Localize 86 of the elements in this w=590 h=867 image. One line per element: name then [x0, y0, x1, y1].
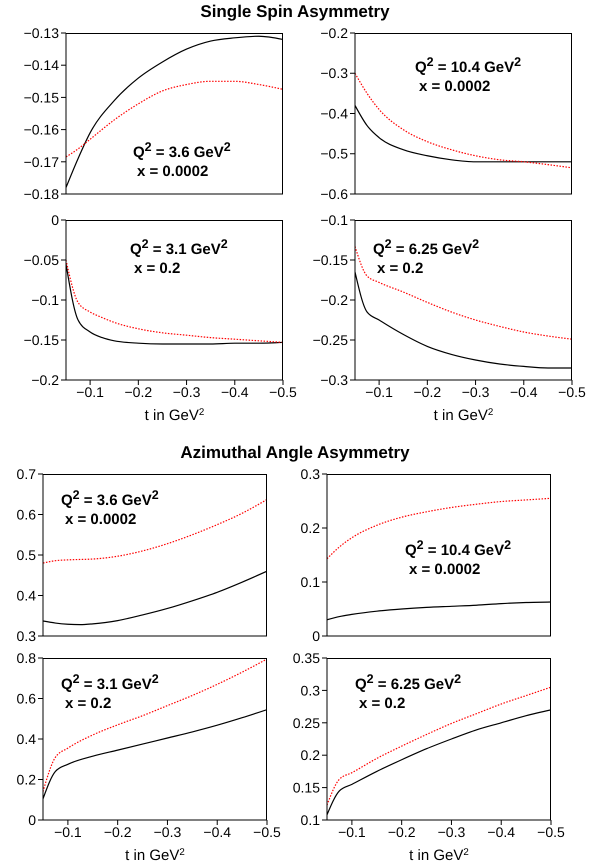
x-tick-label: −0.1	[338, 824, 366, 840]
x-tick-label: −0.4	[203, 824, 232, 840]
y-tick-label: 0.35	[292, 650, 320, 666]
y-tick-label: −0.5	[320, 146, 348, 162]
y-tick-label: 0.5	[16, 546, 36, 563]
x-tick-label: −0.2	[104, 824, 132, 840]
x-tick-label: −0.5	[253, 824, 282, 840]
y-tick-label: 0.3	[16, 628, 36, 644]
y-tick-label: −0.05	[24, 252, 60, 268]
y-tick-label: −0.15	[24, 332, 60, 348]
y-tick-label: 0	[28, 812, 36, 828]
y-tick-label: −0.14	[24, 57, 60, 74]
annotation: x = 0.0002	[64, 510, 138, 529]
annotation: x = 0.2	[376, 259, 424, 278]
y-tick-label: −0.3	[320, 372, 348, 388]
annotation: x = 0.0002	[418, 77, 492, 96]
y-tick-label: −0.25	[312, 332, 348, 348]
y-tick-label: −0.1	[31, 292, 60, 308]
annotation: Q$^{2}$ = 3.6 GeV$^{2}$	[133, 139, 231, 162]
y-tick-label: 0.2	[16, 771, 36, 788]
x-tick-label: −0.3	[462, 384, 490, 400]
x-tick-label: −0.2	[414, 384, 442, 400]
chart-title: Single Spin Asymmetry	[199, 2, 391, 22]
annotation: Q$^{2}$ = 3.1 GeV$^{2}$	[130, 236, 228, 259]
y-tick-label: −0.4	[320, 105, 348, 122]
y-tick-label: −0.18	[24, 186, 60, 202]
y-tick-label: 0.2	[300, 520, 320, 536]
annotation: x = 0.0002	[136, 162, 210, 181]
y-tick-label: 0.6	[16, 506, 36, 522]
y-tick-label: −0.2	[320, 24, 348, 41]
y-tick-label: −0.17	[24, 154, 60, 170]
x-tick-label: −0.4	[487, 824, 516, 840]
x-tick-label: −0.3	[172, 384, 201, 400]
y-tick-label: 0.4	[16, 730, 36, 747]
x-tick-label: −0.4	[220, 384, 249, 400]
x-axis-title: t in GeV$^{2}$	[409, 846, 469, 864]
annotation: Q$^{2}$ = 3.1 GeV$^{2}$	[61, 671, 159, 694]
y-tick-label: 0	[51, 212, 60, 228]
x-axis-title: t in GeV$^{2}$	[434, 406, 494, 424]
x-tick-label: −0.1	[365, 384, 394, 400]
y-tick-label: −0.15	[312, 252, 348, 268]
y-tick-label: −0.2	[320, 292, 348, 308]
annotation: Q$^{2}$ = 10.4 GeV$^{2}$	[415, 54, 522, 77]
y-tick-label: 0.3	[300, 682, 320, 698]
y-tick-label: −0.2	[31, 372, 60, 388]
x-tick-label: −0.2	[388, 824, 416, 840]
annotation: x = 0.2	[64, 694, 112, 713]
y-tick-label: −0.1	[320, 212, 348, 228]
line-series	[327, 498, 551, 560]
y-tick-label: −0.15	[24, 89, 60, 106]
y-tick-label: 0.1	[300, 574, 320, 590]
y-tick-label: −0.6	[320, 186, 348, 202]
y-tick-label: 0.1	[300, 812, 320, 828]
x-tick-label: −0.1	[76, 384, 104, 400]
x-axis-title: t in GeV$^{2}$	[125, 846, 185, 864]
x-tick-label: −0.5	[537, 824, 566, 840]
line-series	[43, 658, 267, 792]
y-tick-label: −0.3	[320, 65, 348, 82]
x-tick-label: −0.3	[154, 824, 182, 840]
annotation: Q$^{2}$ = 6.25 GeV$^{2}$	[355, 671, 462, 694]
x-tick-label: −0.1	[54, 824, 82, 840]
x-tick-label: −0.5	[558, 384, 586, 400]
y-tick-label: 0.25	[292, 714, 320, 731]
y-tick-label: −0.13	[24, 24, 60, 41]
y-tick-label: 0.6	[16, 690, 36, 706]
y-tick-label: 0.2	[300, 747, 320, 764]
chart-title: Azimuthal Angle Asymmetry	[179, 443, 411, 463]
x-tick-label: −0.4	[510, 384, 538, 400]
annotation: Q$^{2}$ = 3.6 GeV$^{2}$	[61, 487, 159, 510]
x-axis-title: t in GeV$^{2}$	[144, 406, 204, 424]
y-tick-label: 0.4	[16, 587, 36, 604]
x-tick-label: −0.5	[269, 384, 298, 400]
y-tick-label: 0	[312, 628, 320, 644]
y-tick-label: 0.7	[16, 466, 36, 482]
annotation: x = 0.0002	[408, 560, 482, 579]
annotation: x = 0.2	[133, 259, 182, 278]
y-tick-label: 0.3	[300, 466, 320, 482]
x-tick-label: −0.3	[438, 824, 466, 840]
line-series	[66, 80, 283, 158]
x-tick-label: −0.2	[124, 384, 152, 400]
y-tick-label: 0.8	[16, 650, 36, 666]
y-tick-label: −0.16	[24, 122, 60, 138]
annotation: x = 0.2	[358, 694, 406, 713]
y-tick-label: 0.15	[292, 780, 320, 796]
annotation: Q$^{2}$ = 6.25 GeV$^{2}$	[373, 236, 480, 259]
annotation: Q$^{2}$ = 10.4 GeV$^{2}$	[405, 537, 512, 560]
